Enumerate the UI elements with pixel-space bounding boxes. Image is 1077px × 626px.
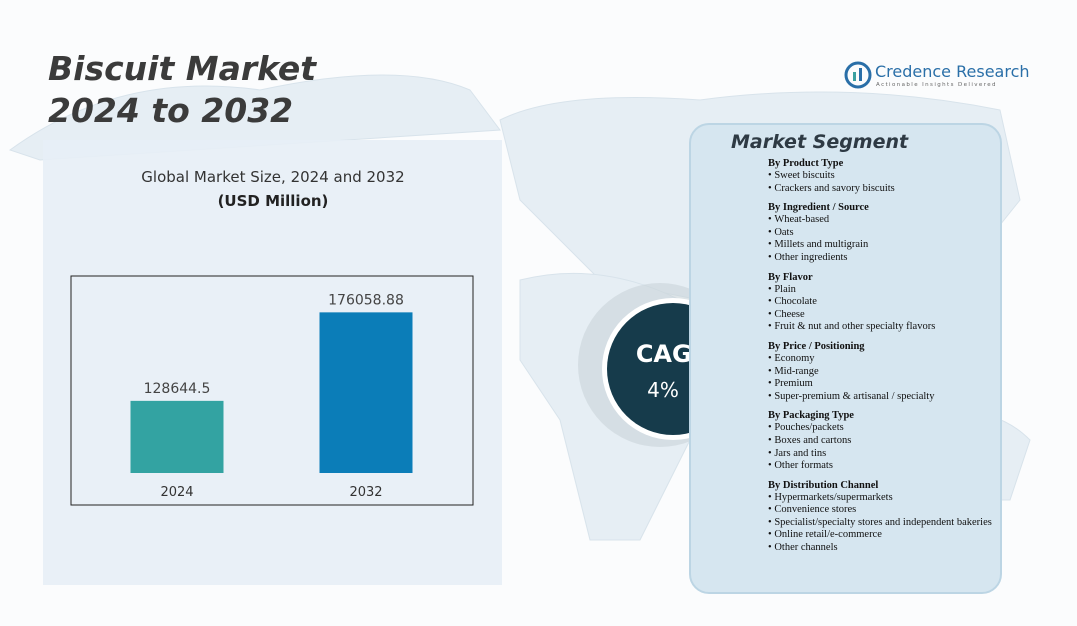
plot: 128644.5 2024 176058.88 2032	[130, 292, 413, 500]
segment-heading: By Product Type	[768, 158, 844, 169]
segment-item: Plain	[768, 284, 1000, 297]
segment-item: Mid-range	[768, 366, 1000, 379]
segment-item: Super-premium & artisanal / specialty	[768, 391, 1000, 404]
cagr-value: 4%	[647, 378, 679, 402]
title-line2: 2024 to 2032	[48, 91, 293, 130]
segment-heading: By Ingredient / Source	[768, 202, 869, 214]
x-tick-label: 2024	[160, 485, 193, 500]
segment-heading: By Packaging Type	[768, 410, 854, 422]
segment-panel: Market Segment By Product TypeSweet bisc…	[689, 123, 1002, 594]
chart-title: Global Market Size, 2024 and 2032	[141, 168, 404, 186]
logo-icon-bar	[853, 72, 856, 81]
segment-item: Premium	[768, 378, 1000, 391]
segment-list: Wheat-basedOatsMillets and multigrainOth…	[768, 214, 1000, 264]
segment-heading: By Distribution Channel	[768, 479, 879, 491]
segment-list: EconomyMid-rangePremiumSuper-premium & a…	[768, 353, 1000, 403]
plot-frame	[70, 275, 474, 506]
x-tick-label: 2032	[349, 485, 382, 500]
value-label: 128644.5	[144, 381, 211, 397]
segment-item: Wheat-based	[768, 214, 1000, 227]
logo-icon	[844, 61, 872, 89]
segment-item: Sweet biscuits	[768, 170, 1000, 183]
segment-item: Convenience stores	[768, 504, 1000, 517]
logo-icon-bar	[859, 68, 862, 81]
logo-name: Credence Research	[875, 62, 1030, 81]
segment-item: Millets and multigrain	[768, 239, 1000, 252]
segment-list: Pouches/packetsBoxes and cartonsJars and…	[768, 422, 1000, 472]
segment-item: Cheese	[768, 309, 1000, 322]
chart-subtitle: (USD Million)	[218, 192, 329, 210]
segment-group: By Product TypeSweet biscuitsCrackers an…	[768, 157, 1000, 195]
segment-item: Other formats	[768, 460, 1000, 473]
segment-item: Other ingredients	[768, 252, 1000, 265]
segment-item: Crackers and savory biscuits	[768, 183, 1000, 196]
segment-item: Economy	[768, 353, 1000, 366]
segment-item: Hypermarkets/supermarkets	[768, 492, 1000, 505]
segment-item: Chocolate	[768, 296, 1000, 309]
segment-item: Oats	[768, 227, 1000, 240]
title-line1: Biscuit Market	[48, 49, 317, 88]
segment-list: PlainChocolateCheeseFruit & nut and othe…	[768, 284, 1000, 334]
logo: Credence Research Actionable Insights De…	[844, 61, 1030, 89]
bar	[130, 400, 224, 473]
segment-item: Other channels	[768, 542, 1000, 555]
segment-title: Market Segment	[731, 131, 909, 153]
segment-item: Specialist/specialty stores and independ…	[768, 517, 1000, 530]
segment-heading: By Flavor	[768, 271, 813, 283]
segment-group: By Packaging TypePouches/packetsBoxes an…	[768, 409, 1000, 472]
segment-item: Jars and tins	[768, 448, 1000, 461]
segment-list: Hypermarkets/supermarketsConvenience sto…	[768, 492, 1000, 555]
bar	[319, 312, 413, 473]
segment-item: Boxes and cartons	[768, 435, 1000, 448]
segment-list: Sweet biscuitsCrackers and savory biscui…	[768, 170, 1000, 195]
segment-group: By Ingredient / SourceWheat-basedOatsMil…	[768, 201, 1000, 264]
logo-tagline: Actionable Insights Delivered	[876, 82, 997, 88]
value-label: 176058.88	[328, 292, 404, 308]
chart-panel	[43, 140, 502, 585]
segment-item: Online retail/e-commerce	[768, 529, 1000, 542]
segment-group: By Distribution ChannelHypermarkets/supe…	[768, 479, 1000, 555]
segment-heading: By Price / Positioning	[768, 340, 865, 352]
segment-group: By FlavorPlainChocolateCheeseFruit & nut…	[768, 271, 1000, 334]
segment-group: By Price / PositioningEconomyMid-rangePr…	[768, 340, 1000, 403]
segment-item: Fruit & nut and other specialty flavors	[768, 321, 1000, 334]
segment-item: Pouches/packets	[768, 422, 1000, 435]
